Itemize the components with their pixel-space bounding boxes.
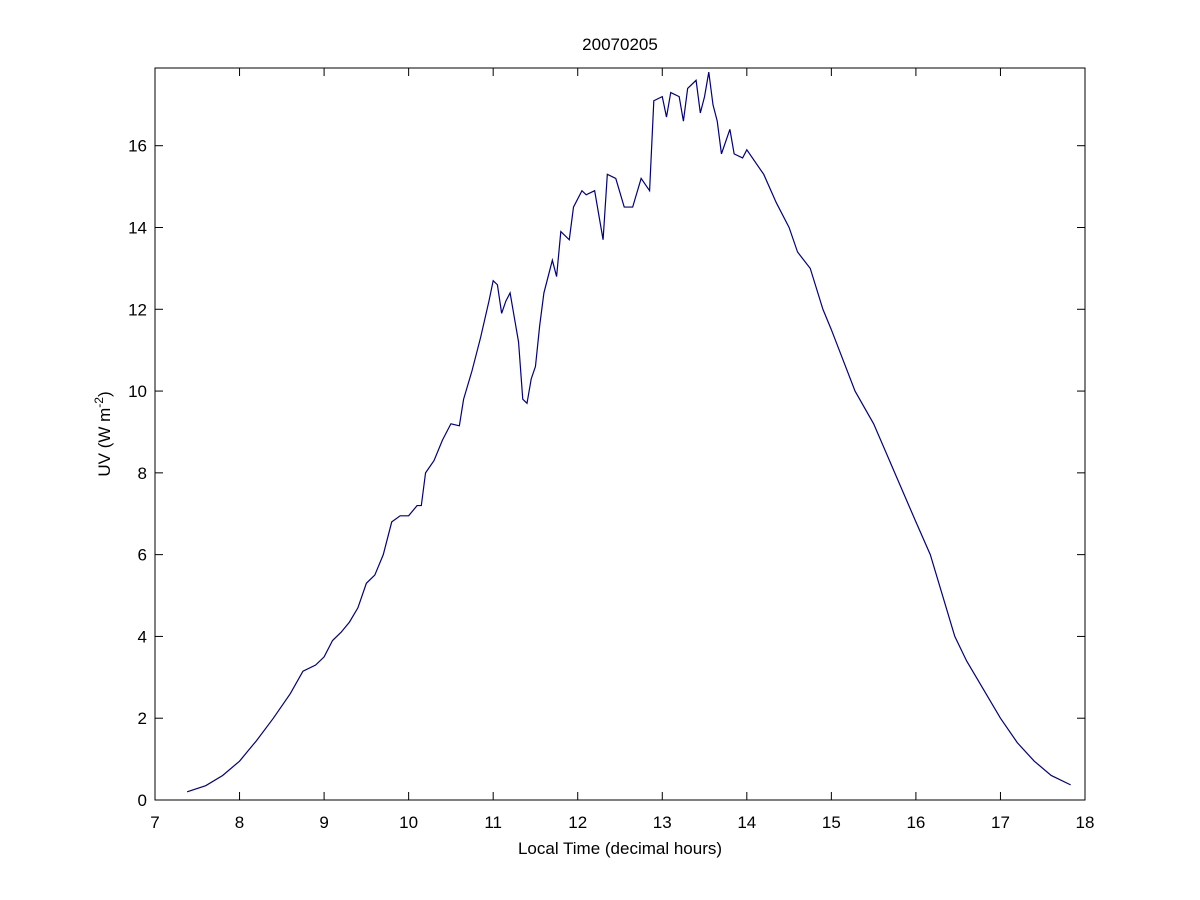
y-tick-label: 4 (138, 627, 147, 646)
chart-title: 20070205 (582, 35, 658, 54)
x-tick-label: 13 (653, 813, 672, 832)
y-tick-label: 16 (128, 137, 147, 156)
y-axis-label: UV (W m-2) (92, 391, 114, 476)
x-axis-label: Local Time (decimal hours) (518, 839, 722, 858)
y-label-sup: -2 (92, 397, 106, 408)
y-tick-label: 6 (138, 546, 147, 565)
x-tick-label: 14 (737, 813, 756, 832)
x-tick-label: 12 (568, 813, 587, 832)
x-tick-label: 8 (235, 813, 244, 832)
data-line (186, 71, 1071, 793)
y-tick-label: 0 (138, 791, 147, 810)
y-tick-label: 14 (128, 218, 147, 237)
y-label-end: ) (95, 391, 114, 397)
x-tick-label: 7 (150, 813, 159, 832)
y-tick-label: 8 (138, 464, 147, 483)
plot-area (154, 67, 1086, 801)
x-tick-label: 16 (906, 813, 925, 832)
y-label-main: UV (W m (95, 408, 114, 477)
x-tick-label: 15 (822, 813, 841, 832)
x-tick-label: 10 (399, 813, 418, 832)
x-tick-label: 9 (319, 813, 328, 832)
y-tick-label: 2 (138, 709, 147, 728)
x-tick-label: 18 (1076, 813, 1095, 832)
x-tick-label: 17 (991, 813, 1010, 832)
x-tick-label: 11 (484, 813, 502, 832)
y-tick-label: 10 (128, 382, 147, 401)
y-tick-label: 12 (128, 300, 147, 319)
